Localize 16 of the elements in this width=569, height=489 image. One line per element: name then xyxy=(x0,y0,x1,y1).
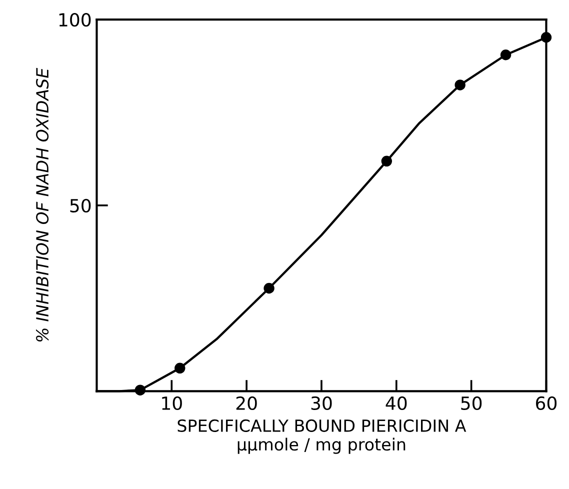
point xyxy=(134,384,146,396)
x-tick-label: 30 xyxy=(311,396,332,410)
point xyxy=(174,362,186,374)
y-tick-label: 100 xyxy=(59,13,91,27)
point xyxy=(540,32,552,43)
x-tick-label: 60 xyxy=(536,396,557,410)
point xyxy=(381,156,392,167)
point xyxy=(500,50,512,60)
x-tick-label: 50 xyxy=(461,396,482,410)
x-tick-label: 10 xyxy=(162,396,182,410)
x-tick-label: 20 xyxy=(236,396,257,410)
x-axis-title: SPECIFICALLY BOUND PIERICIDIN A μμmole / mg protein xyxy=(178,419,466,454)
point xyxy=(454,80,466,90)
y-axis-title: % INHIBITION OF NADH OXIDASE xyxy=(36,68,49,342)
x-tick-label: 40 xyxy=(386,396,407,410)
point xyxy=(264,282,274,294)
